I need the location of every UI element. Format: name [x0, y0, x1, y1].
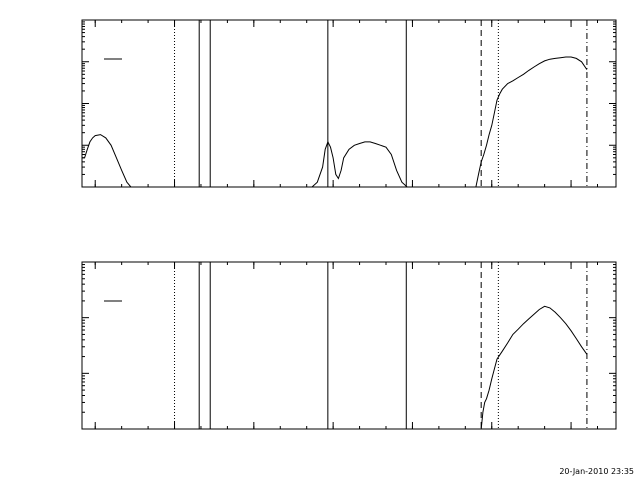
- footer-timestamp: 20-Jan-2010 23:35: [559, 467, 634, 476]
- series-line: [82, 56, 588, 188]
- plot-frame: [81, 261, 617, 430]
- lo-channel-panel: [81, 19, 617, 188]
- series-line: [480, 305, 588, 430]
- plot-frame: [81, 19, 617, 188]
- hi-channel-panel: [81, 261, 617, 430]
